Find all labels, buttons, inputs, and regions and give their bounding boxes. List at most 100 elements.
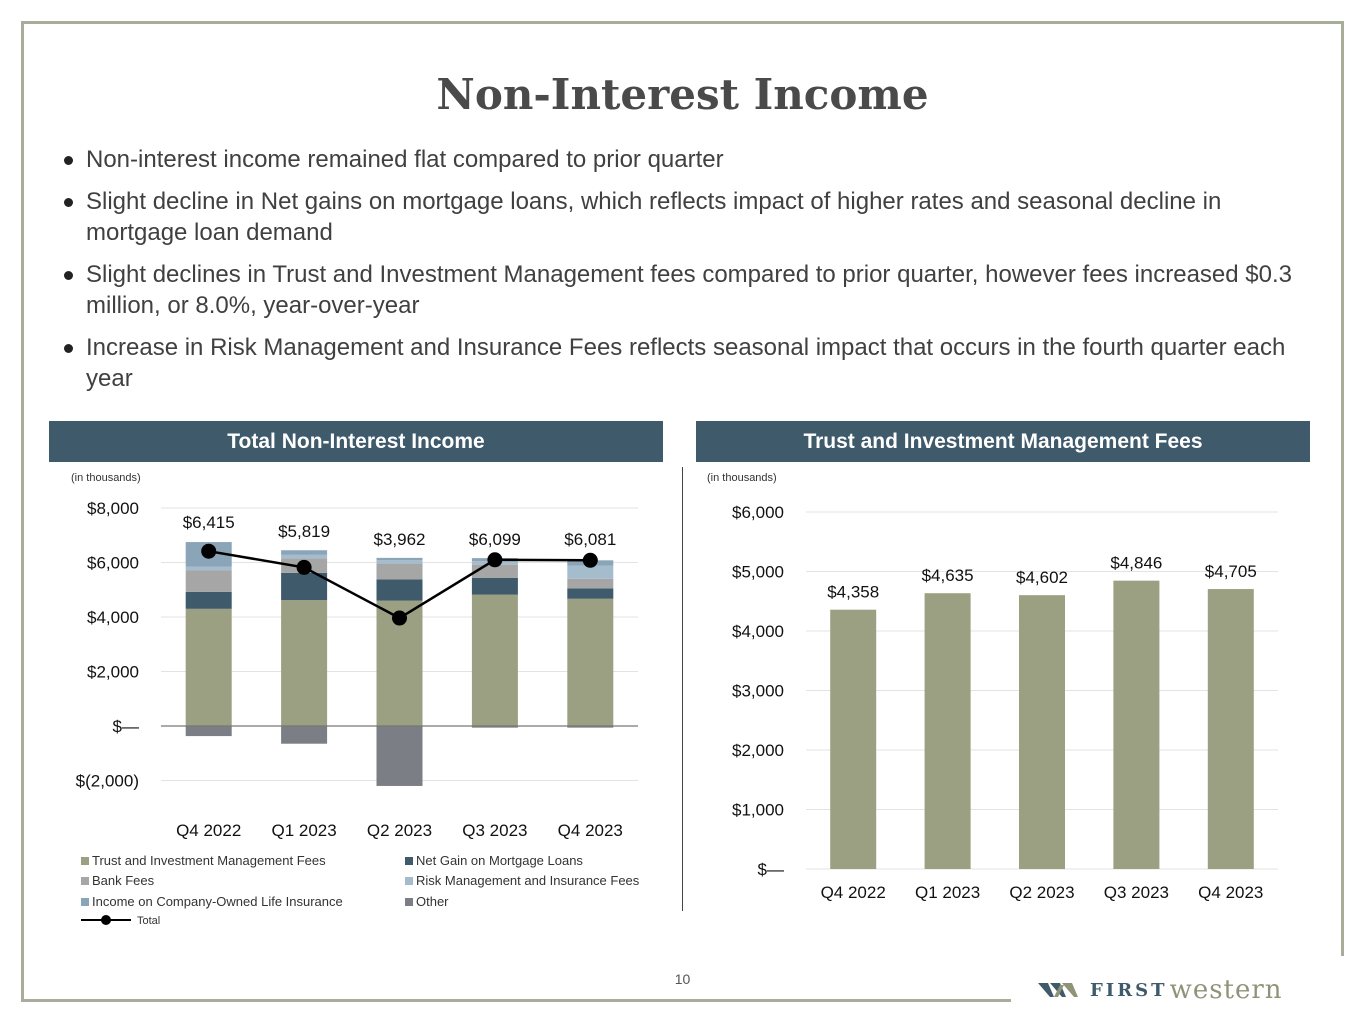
trust-fees-header: Trust and Investment Management Fees xyxy=(696,421,1310,462)
y-tick-label: $— xyxy=(113,717,139,736)
legend-swatch xyxy=(405,877,413,885)
y-tick-label: $(2,000) xyxy=(76,772,139,791)
bar-data-label: $4,635 xyxy=(922,566,974,585)
bar-segment xyxy=(567,565,614,579)
x-tick-label: Q1 2023 xyxy=(271,821,336,840)
total-data-label: $3,962 xyxy=(374,530,426,549)
bar xyxy=(1113,580,1160,869)
y-tick-label: $6,000 xyxy=(87,554,139,573)
legend-swatch xyxy=(405,857,413,865)
bar-data-label: $4,602 xyxy=(1016,568,1068,587)
bar-segment xyxy=(567,578,614,589)
bullet-item: Increase in Risk Management and Insuranc… xyxy=(60,332,1300,394)
trust-fees-chart: $— $1,000 $2,000 $3,000 $4,000 $5,000 $6,000 $4… xyxy=(732,503,1278,902)
y-tick-label: $2,000 xyxy=(87,663,139,682)
slide-frame-left xyxy=(21,21,24,1002)
legend-label: Trust and Investment Management Fees xyxy=(92,853,326,868)
x-tick-label: Q3 2023 xyxy=(1104,883,1169,902)
y-tick-label: $5,000 xyxy=(732,563,784,582)
bar-segment xyxy=(567,598,614,726)
legend-label: Bank Fees xyxy=(92,873,155,888)
legend-label: Net Gain on Mortgage Loans xyxy=(416,853,583,868)
total-point xyxy=(582,552,598,568)
slide-frame-top xyxy=(21,21,1344,24)
y-tick-label: $8,000 xyxy=(87,499,139,518)
bar-segment xyxy=(185,591,232,609)
y-tick-label: $— xyxy=(758,860,784,879)
y-tick-label: $2,000 xyxy=(732,741,784,760)
slide-frame-bottom xyxy=(21,999,1011,1002)
bar xyxy=(830,609,877,869)
slide-title: Non-Interest Income xyxy=(436,70,929,119)
legend-swatch xyxy=(405,898,413,906)
bullet-item: Slight decline in Net gains on mortgage … xyxy=(60,186,1300,248)
bar-segment xyxy=(567,726,614,728)
bar-segment xyxy=(376,560,423,564)
total-data-label: $6,081 xyxy=(564,530,616,549)
x-tick-label: Q2 2023 xyxy=(367,821,432,840)
legend-label: Total xyxy=(137,915,160,927)
total-point xyxy=(487,552,503,568)
bar-segment xyxy=(376,563,423,580)
bar-segment xyxy=(376,557,423,561)
bar-segment xyxy=(471,726,518,728)
legend-swatch xyxy=(81,877,89,885)
bar-segment xyxy=(471,577,518,595)
y-tick-label: $1,000 xyxy=(732,801,784,820)
bar xyxy=(1019,595,1065,869)
total-income-header: Total Non-Interest Income xyxy=(49,421,663,462)
bar-segment xyxy=(281,572,328,601)
legend-swatch xyxy=(81,857,89,865)
total-point xyxy=(201,543,217,559)
total-point xyxy=(392,610,407,626)
total-data-label: $5,819 xyxy=(278,522,330,541)
page-number: 10 xyxy=(674,971,691,987)
total-data-label: $6,099 xyxy=(469,530,521,549)
y-tick-label: $6,000 xyxy=(732,503,784,522)
bullet-item: Slight declines in Trust and Investment … xyxy=(60,259,1300,321)
legend-label: Income on Company-Owned Life Insurance xyxy=(92,894,343,909)
bar-segment xyxy=(567,588,614,599)
y-tick-label: $3,000 xyxy=(732,682,784,701)
bar-segment xyxy=(185,726,232,737)
bar-data-label: $4,846 xyxy=(1110,554,1162,573)
y-tick-label: $4,000 xyxy=(87,608,139,627)
panel-separator xyxy=(682,467,683,911)
logo-mark-icon xyxy=(1038,983,1078,997)
bar xyxy=(924,593,971,869)
bar xyxy=(1207,589,1254,869)
bar-segment xyxy=(185,570,232,592)
y-tick-label: $4,000 xyxy=(732,622,784,641)
x-tick-label: Q4 2022 xyxy=(176,821,241,840)
total-income-chart: $(2,000) $— $2,000 $4,000 $6,000 $8,000 Q4 202… xyxy=(76,499,640,927)
legend-total-marker xyxy=(101,915,111,925)
bar-segment xyxy=(281,554,328,559)
x-tick-label: Q2 2023 xyxy=(1009,883,1074,902)
x-tick-label: Q4 2023 xyxy=(1198,883,1263,902)
bar-segment xyxy=(376,579,423,601)
bar-data-label: $4,705 xyxy=(1205,562,1257,581)
trust-fees-unit-note: (in thousands) xyxy=(707,472,777,484)
slide-frame-right xyxy=(1341,21,1344,956)
bar-segment xyxy=(281,726,328,744)
bar-segment xyxy=(281,550,328,555)
x-tick-label: Q3 2023 xyxy=(462,821,527,840)
x-tick-label: Q1 2023 xyxy=(915,883,980,902)
legend-label: Risk Management and Insurance Fees xyxy=(416,873,640,888)
total-point xyxy=(296,559,312,575)
bullet-list: Non-interest income remained flat compar… xyxy=(60,144,1300,405)
legend-swatch xyxy=(81,898,89,906)
bar-segment xyxy=(185,608,232,726)
bullet-item: Non-interest income remained flat compar… xyxy=(60,144,1300,175)
bar-segment xyxy=(281,600,328,726)
bar-segment xyxy=(376,726,423,786)
logo-text-first: FIRST xyxy=(1090,979,1168,1001)
legend-label: Other xyxy=(416,894,449,909)
logo-text-western: western xyxy=(1169,975,1283,1005)
total-income-unit-note: (in thousands) xyxy=(71,472,141,484)
bar-segment xyxy=(471,594,518,726)
company-logo: FIRST western xyxy=(1038,975,1283,1005)
bar-segment xyxy=(185,566,232,571)
bar-data-label: $4,358 xyxy=(827,583,879,602)
x-tick-label: Q4 2023 xyxy=(558,821,623,840)
